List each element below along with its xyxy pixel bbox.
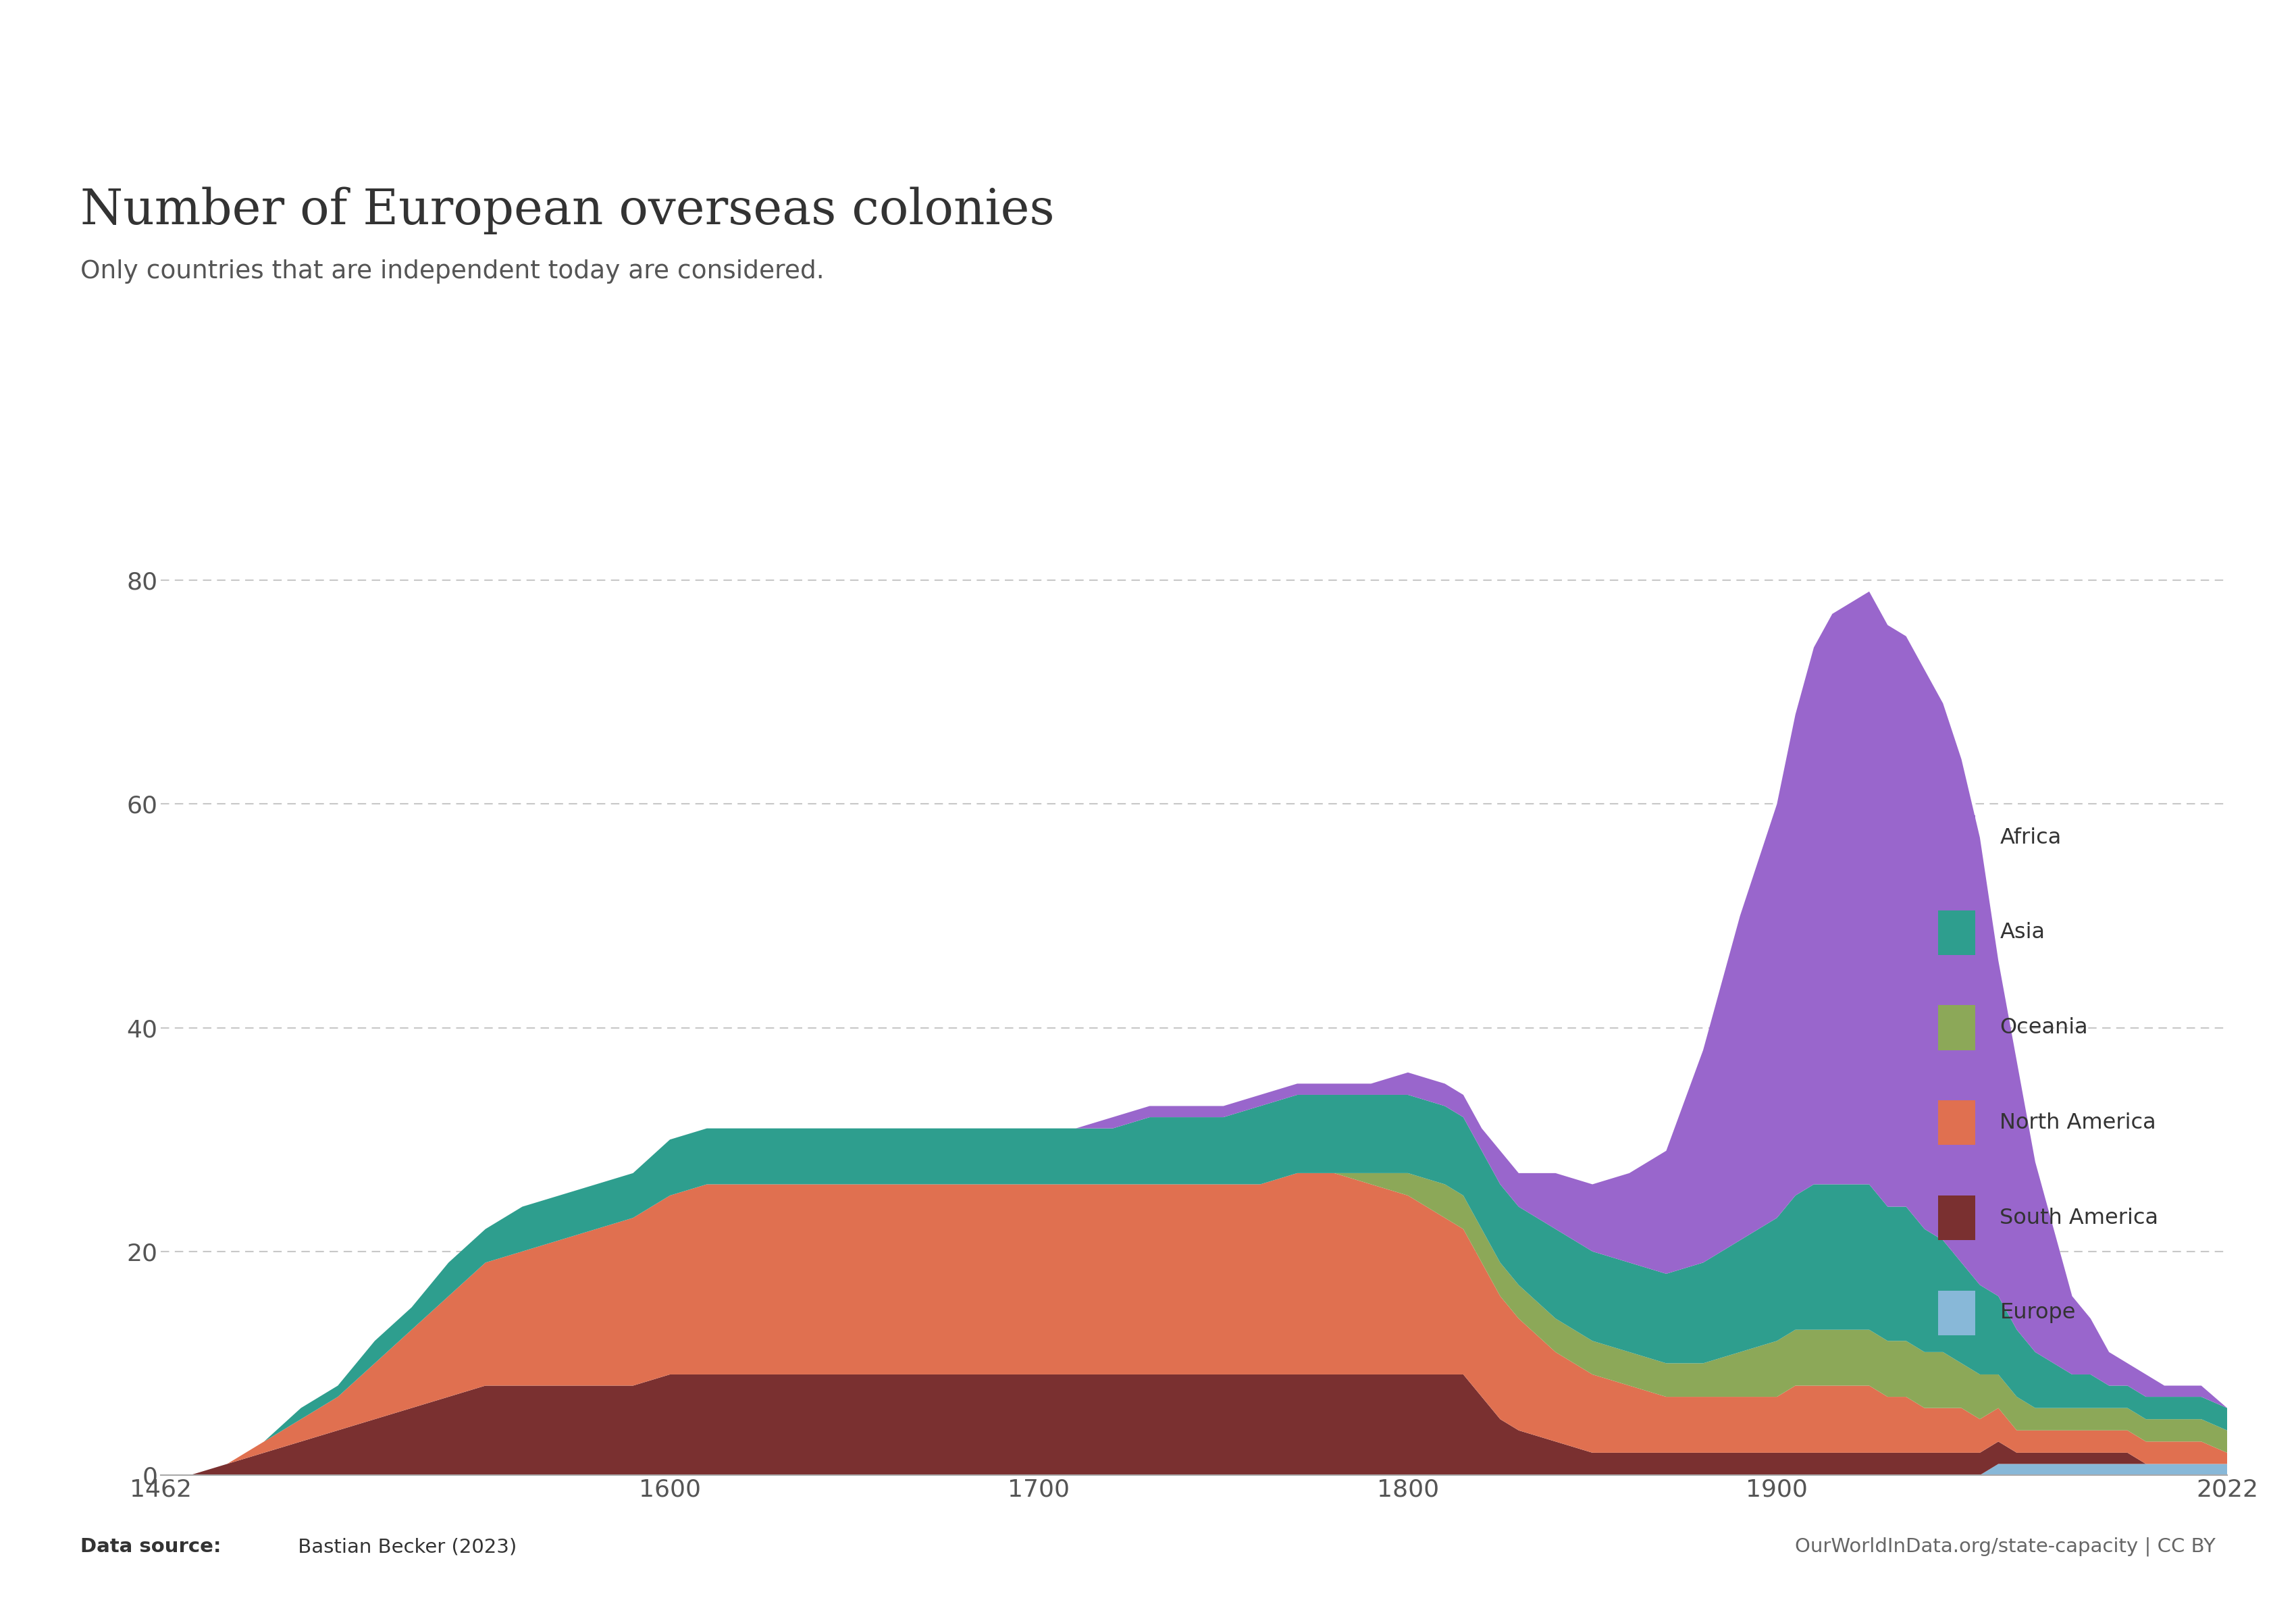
FancyBboxPatch shape bbox=[1938, 1196, 1975, 1240]
Text: Africa: Africa bbox=[2000, 827, 2062, 848]
Text: Our World: Our World bbox=[2055, 96, 2172, 115]
Text: Europe: Europe bbox=[2000, 1302, 2076, 1323]
Text: Asia: Asia bbox=[2000, 922, 2046, 943]
Text: Data source:: Data source: bbox=[80, 1537, 220, 1556]
Text: South America: South America bbox=[2000, 1208, 2158, 1229]
Text: in Data: in Data bbox=[2071, 160, 2156, 180]
FancyBboxPatch shape bbox=[1938, 1005, 1975, 1050]
Text: Oceania: Oceania bbox=[2000, 1018, 2087, 1037]
Text: Bastian Becker (2023): Bastian Becker (2023) bbox=[292, 1537, 517, 1556]
FancyBboxPatch shape bbox=[1938, 1290, 1975, 1336]
Text: OurWorldInData.org/state-capacity | CC BY: OurWorldInData.org/state-capacity | CC B… bbox=[1795, 1537, 2216, 1556]
Text: North America: North America bbox=[2000, 1112, 2156, 1133]
Text: Only countries that are independent today are considered.: Only countries that are independent toda… bbox=[80, 259, 824, 284]
Text: Number of European overseas colonies: Number of European overseas colonies bbox=[80, 186, 1054, 233]
FancyBboxPatch shape bbox=[1938, 1101, 1975, 1144]
FancyBboxPatch shape bbox=[1938, 911, 1975, 955]
FancyBboxPatch shape bbox=[1938, 815, 1975, 861]
